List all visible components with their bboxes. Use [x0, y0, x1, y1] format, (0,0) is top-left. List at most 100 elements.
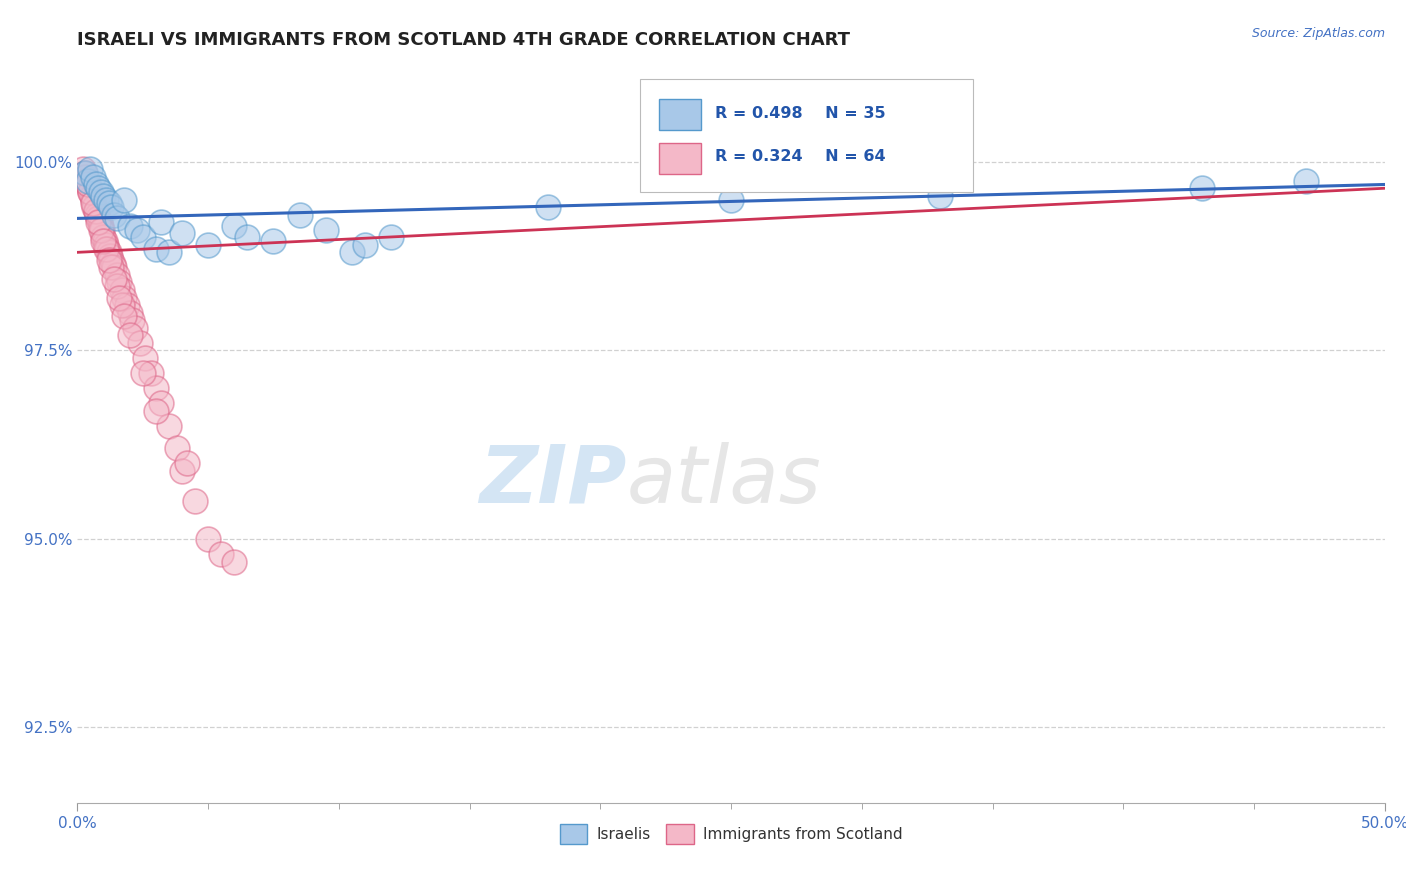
Point	[90, 223, 112, 237]
Point	[118, 219, 141, 233]
Point	[134, 351, 156, 365]
Point	[72, 162, 94, 177]
Point	[87, 181, 110, 195]
Point	[83, 200, 105, 214]
Point	[118, 306, 141, 320]
Point	[150, 396, 173, 410]
Point	[262, 234, 284, 248]
Point	[86, 208, 108, 222]
Point	[124, 320, 146, 334]
Point	[112, 291, 135, 305]
Point	[80, 188, 103, 202]
Point	[79, 185, 101, 199]
Point	[224, 219, 246, 233]
Point	[288, 208, 311, 222]
Point	[90, 219, 112, 233]
Point	[132, 230, 155, 244]
Point	[75, 166, 97, 180]
Point	[184, 494, 207, 508]
Point	[77, 181, 100, 195]
Point	[105, 211, 128, 226]
Point	[75, 166, 97, 180]
Point	[76, 174, 98, 188]
Point	[97, 245, 120, 260]
Point	[87, 215, 110, 229]
Point	[118, 328, 141, 343]
Point	[129, 335, 152, 350]
Point	[105, 268, 128, 282]
Point	[112, 310, 135, 324]
Point	[537, 200, 560, 214]
Point	[150, 215, 173, 229]
Point	[90, 185, 112, 199]
Point	[197, 237, 219, 252]
Point	[76, 178, 98, 192]
FancyBboxPatch shape	[640, 78, 973, 192]
Point	[929, 188, 952, 202]
Point	[380, 230, 402, 244]
Point	[121, 313, 143, 327]
Bar	[659, 99, 702, 130]
Point	[176, 457, 198, 471]
Point	[98, 249, 121, 263]
Point	[89, 215, 111, 229]
Point	[340, 245, 363, 260]
Point	[97, 196, 120, 211]
Point	[84, 178, 107, 192]
Point	[127, 223, 149, 237]
Point	[157, 245, 180, 260]
Point	[139, 366, 162, 380]
Point	[97, 252, 120, 267]
Point	[108, 276, 131, 290]
Point	[197, 532, 219, 546]
Point	[82, 169, 104, 184]
Point	[145, 381, 167, 395]
Point	[112, 193, 135, 207]
Point	[100, 200, 122, 214]
Point	[354, 237, 377, 252]
Legend: Israelis, Immigrants from Scotland: Israelis, Immigrants from Scotland	[554, 818, 908, 850]
Point	[79, 185, 101, 199]
Point	[93, 188, 115, 202]
Point	[87, 211, 110, 226]
Point	[91, 223, 114, 237]
Point	[1191, 181, 1213, 195]
Point	[101, 257, 124, 271]
Point	[76, 178, 98, 192]
Bar	[659, 143, 702, 174]
Point	[315, 223, 337, 237]
Point	[170, 464, 193, 478]
Point	[76, 174, 98, 188]
Point	[209, 547, 232, 561]
Point	[224, 554, 246, 568]
Point	[94, 237, 117, 252]
Point	[1295, 174, 1317, 188]
Point	[170, 227, 193, 241]
Text: Source: ZipAtlas.com: Source: ZipAtlas.com	[1251, 27, 1385, 40]
Point	[82, 193, 104, 207]
Point	[103, 208, 125, 222]
Point	[75, 169, 97, 184]
Point	[166, 442, 188, 456]
Point	[82, 196, 104, 211]
Point	[94, 234, 117, 248]
Text: ISRAELI VS IMMIGRANTS FROM SCOTLAND 4TH GRADE CORRELATION CHART: ISRAELI VS IMMIGRANTS FROM SCOTLAND 4TH …	[77, 31, 851, 49]
Point	[103, 260, 125, 275]
Point	[93, 230, 115, 244]
Point	[100, 260, 122, 275]
Point	[79, 162, 101, 177]
Point	[108, 291, 131, 305]
Point	[157, 418, 180, 433]
Point	[94, 242, 117, 256]
Point	[111, 283, 134, 297]
Point	[111, 298, 134, 312]
Text: ZIP: ZIP	[479, 442, 627, 520]
Point	[103, 271, 125, 285]
Point	[84, 203, 107, 218]
Point	[84, 203, 107, 218]
Point	[96, 242, 118, 256]
Point	[720, 193, 742, 207]
Point	[145, 403, 167, 417]
Point	[145, 242, 167, 256]
Point	[132, 366, 155, 380]
